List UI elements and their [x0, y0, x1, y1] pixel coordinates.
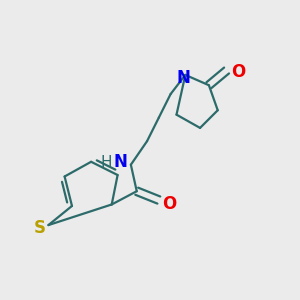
Text: H: H	[100, 155, 112, 170]
Text: O: O	[231, 63, 245, 81]
Text: O: O	[162, 195, 176, 213]
Text: N: N	[177, 69, 191, 87]
Text: N: N	[114, 153, 128, 171]
Text: S: S	[34, 219, 46, 237]
